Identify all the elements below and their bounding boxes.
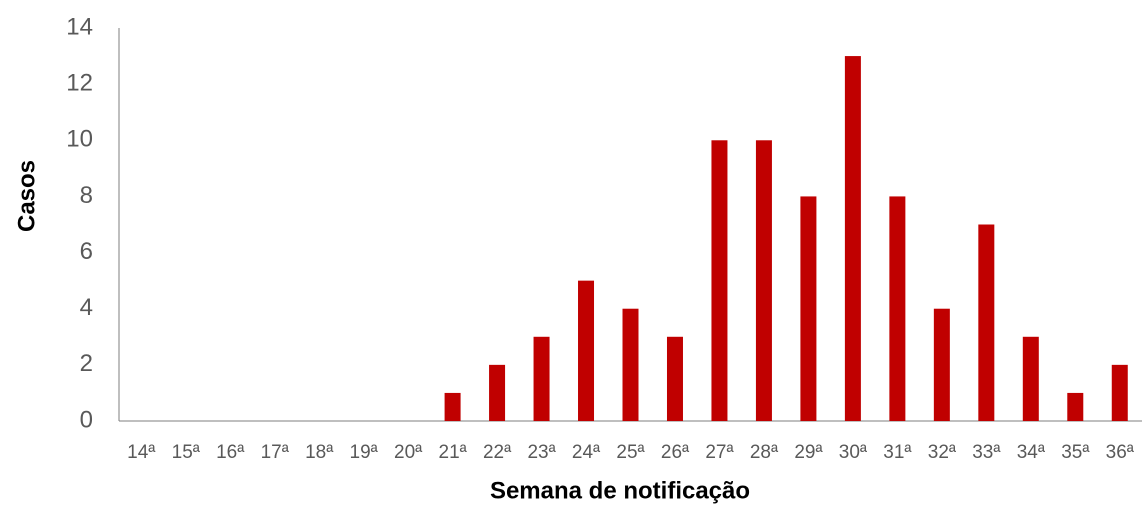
- x-tick-label: 27ª: [705, 442, 734, 463]
- bar: [933, 308, 950, 421]
- bar: [1111, 364, 1128, 421]
- x-tick-label: 34ª: [1017, 442, 1046, 463]
- bar: [978, 224, 995, 421]
- bar: [1067, 392, 1084, 421]
- x-tick-label: 33ª: [972, 442, 1001, 463]
- x-tick-label: 35ª: [1061, 442, 1090, 463]
- y-tick-label: 0: [80, 406, 93, 433]
- x-tick-label: 29ª: [794, 442, 823, 463]
- x-tick-label: 24ª: [572, 442, 601, 463]
- x-tick-label: 19ª: [350, 442, 379, 463]
- y-tick-label: 6: [80, 238, 93, 265]
- bar: [533, 336, 550, 421]
- x-tick-label: 26ª: [661, 442, 690, 463]
- bar: [1022, 336, 1039, 421]
- x-tick-label: 17ª: [261, 442, 290, 463]
- x-tick-label: 16ª: [216, 442, 245, 463]
- bar: [666, 336, 683, 421]
- bar: [844, 56, 861, 421]
- bar: [489, 364, 506, 421]
- bar: [711, 140, 728, 422]
- y-tick-label: 10: [66, 126, 93, 153]
- y-axis-title: Casos: [13, 160, 40, 232]
- y-tick-label: 4: [80, 294, 93, 321]
- y-tick-label: 8: [80, 182, 93, 209]
- bar: [622, 308, 639, 421]
- y-tick-label: 2: [80, 350, 93, 377]
- x-tick-label: 36ª: [1106, 442, 1135, 463]
- bar: [578, 280, 595, 421]
- x-axis-title: Semana de notificação: [490, 477, 750, 504]
- x-tick-label: 23ª: [527, 442, 556, 463]
- x-tick-label: 21ª: [439, 442, 468, 463]
- x-tick-label: 31ª: [883, 442, 912, 463]
- x-tick-label: 32ª: [928, 442, 957, 463]
- x-tick-label: 15ª: [172, 442, 201, 463]
- x-tick-label: 18ª: [305, 442, 334, 463]
- x-tick-label: 20ª: [394, 442, 423, 463]
- y-tick-label: 12: [66, 69, 93, 96]
- bar: [755, 140, 772, 422]
- bar: [889, 196, 906, 421]
- x-tick-label: 30ª: [839, 442, 868, 463]
- x-tick-label: 25ª: [616, 442, 645, 463]
- y-tick-label: 14: [66, 13, 93, 40]
- bar: [444, 392, 461, 421]
- x-tick-label: 28ª: [750, 442, 779, 463]
- x-tick-label: 22ª: [483, 442, 512, 463]
- bar: [800, 196, 817, 421]
- x-tick-label: 14ª: [127, 442, 156, 463]
